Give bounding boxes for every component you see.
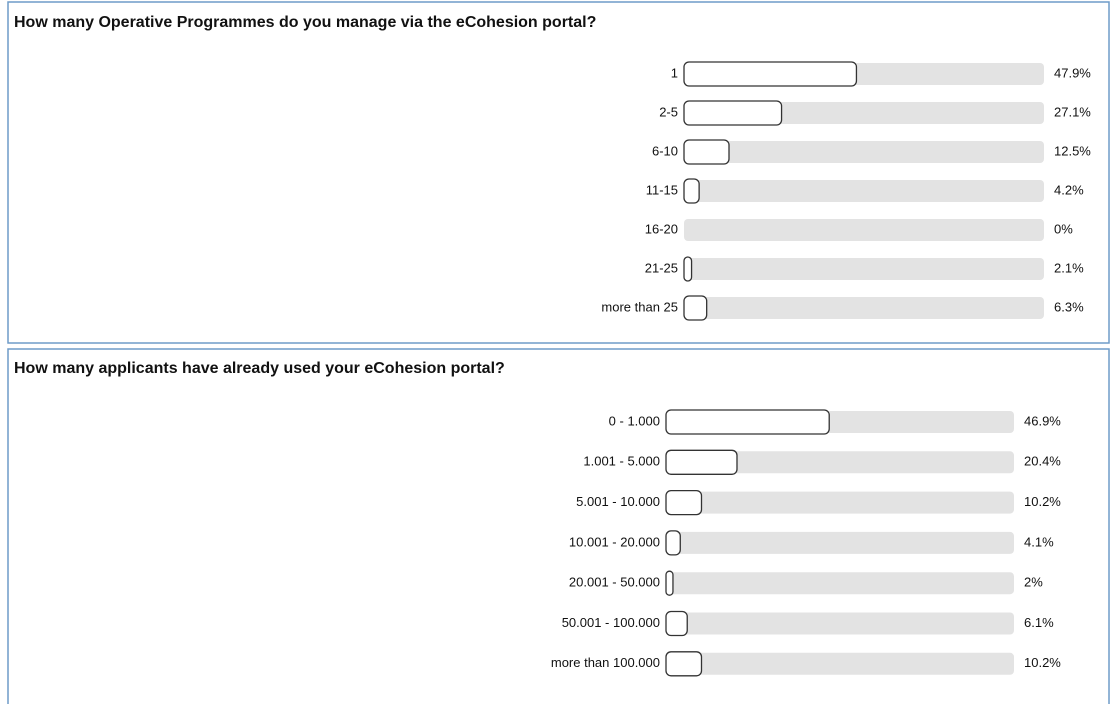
bar — [665, 489, 703, 516]
category-label: 11-15 — [646, 182, 678, 197]
category-label: 5.001 - 10.000 — [576, 494, 660, 509]
bar — [665, 409, 830, 435]
panel — [7, 1, 1110, 344]
value-label: 47.9% — [1054, 65, 1091, 80]
value-label: 20.4% — [1024, 454, 1061, 469]
category-label: 2-5 — [659, 104, 678, 119]
bar — [683, 139, 730, 165]
bar — [665, 570, 674, 596]
bar-track — [684, 141, 1044, 163]
value-label: 10.2% — [1024, 655, 1061, 670]
bar-track — [684, 297, 1044, 319]
category-label: 6-10 — [652, 143, 678, 158]
bar-track — [684, 180, 1044, 202]
question-title: How many Operative Programmes do you man… — [14, 14, 596, 31]
bar — [665, 449, 738, 475]
category-label: 1.001 - 5.000 — [583, 454, 660, 469]
value-label: 2.1% — [1054, 260, 1084, 275]
bar — [683, 61, 858, 87]
bar — [683, 295, 708, 321]
value-label: 10.2% — [1024, 494, 1061, 509]
bar — [683, 100, 783, 126]
bar — [683, 256, 693, 282]
bar — [665, 651, 703, 677]
category-label: 21-25 — [645, 260, 678, 275]
category-label: 50.001 - 100.000 — [562, 615, 660, 630]
category-label: 0 - 1.000 — [609, 413, 660, 428]
category-label: more than 100.000 — [551, 655, 660, 670]
value-label: 2% — [1024, 575, 1043, 590]
bar-track — [666, 531, 1014, 554]
category-label: 20.001 - 50.000 — [569, 575, 660, 590]
category-label: 16-20 — [645, 221, 678, 236]
category-label: more than 25 — [601, 299, 678, 314]
bar-track — [684, 219, 1044, 241]
question-title: How many applicants have already used yo… — [14, 360, 505, 377]
value-label: 4.2% — [1054, 182, 1084, 197]
bar-track — [666, 451, 1014, 474]
value-label: 12.5% — [1054, 143, 1091, 158]
value-label: 6.3% — [1054, 299, 1084, 314]
value-label: 4.1% — [1024, 534, 1054, 549]
bar-track — [666, 612, 1014, 635]
category-label: 10.001 - 20.000 — [569, 534, 660, 549]
category-label: 1 — [671, 65, 678, 80]
bar — [665, 530, 681, 556]
value-label: 0% — [1054, 221, 1073, 236]
bar-track — [684, 258, 1044, 280]
bar — [665, 610, 688, 637]
bar-track — [666, 572, 1014, 595]
value-label: 46.9% — [1024, 413, 1061, 428]
value-label: 6.1% — [1024, 615, 1054, 630]
value-label: 27.1% — [1054, 104, 1091, 119]
panel — [7, 348, 1110, 704]
bar — [683, 178, 700, 204]
bar-track — [666, 491, 1014, 514]
bar-track — [666, 652, 1014, 675]
